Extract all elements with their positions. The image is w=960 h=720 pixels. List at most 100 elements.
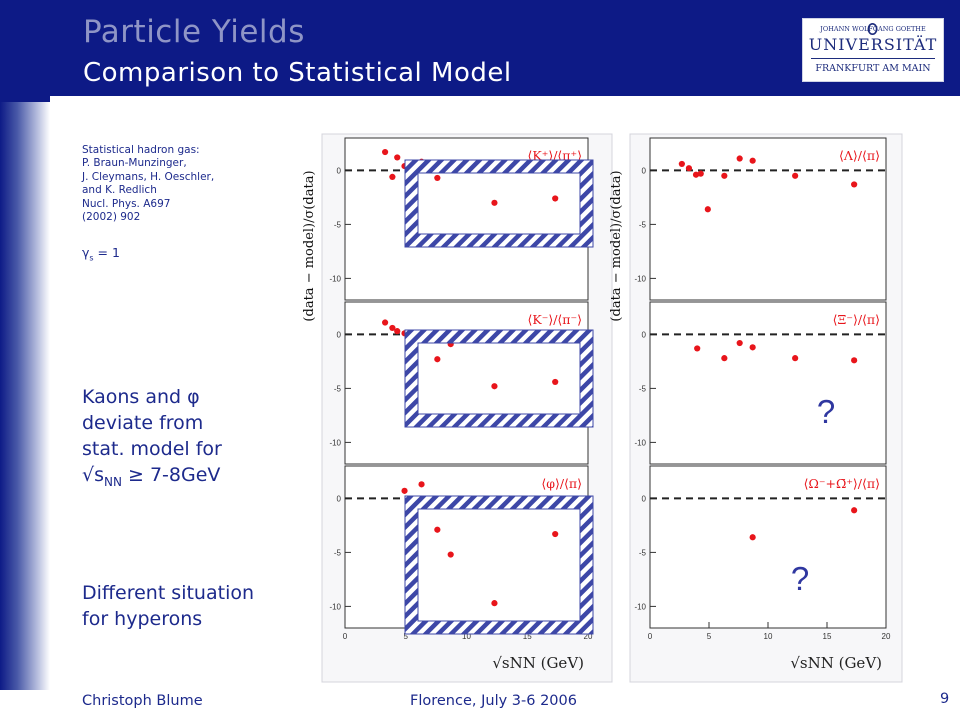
x-axis-label: √sNN (GeV) (790, 654, 882, 672)
hatched-highlight-frame (404, 329, 594, 428)
panel-frame (344, 301, 589, 465)
y-axis-label: (data − model)/σ(data) (609, 170, 624, 321)
x-axis-label: √sNN (GeV) (492, 654, 584, 672)
panel-ratio-label: ⟨Λ⟩/⟨π⟩ (839, 148, 880, 163)
logo-rule (811, 58, 935, 59)
y-tick-label: -10 (634, 602, 646, 611)
data-point (434, 174, 441, 182)
data-point (685, 165, 693, 172)
data-point (434, 526, 441, 533)
data-point (736, 339, 743, 347)
data-point (697, 170, 704, 177)
gamma-symbol: γ (82, 245, 90, 260)
panel-ratio-label: ⟨φ⟩/⟨π⟩ (541, 476, 582, 491)
x-tick-label: 15 (823, 632, 832, 641)
gamma-subscript: s (89, 253, 94, 263)
data-point (418, 481, 425, 488)
y-tick-label: -5 (639, 548, 647, 557)
y-tick-label: -5 (334, 220, 342, 229)
y-tick-label: 0 (642, 330, 647, 339)
data-point (721, 172, 728, 179)
y-tick-label: 0 (337, 166, 342, 175)
y-tick-label: 0 (642, 494, 647, 503)
x-tick-label: 5 (404, 632, 409, 641)
kaons-line: Kaons and φ (82, 386, 200, 408)
data-point (381, 319, 389, 326)
x-tick-label: 0 (343, 632, 348, 641)
kaons-line: stat. model for (82, 438, 222, 460)
reference-line: (2002) 902 (82, 211, 141, 224)
chart-column: 0 -5 -10 ⟨K⁺⟩/⟨π⁺⟩ 0 -5 -10 ⟨K⁻⟩/⟨π⁻⟩ 0 -5 -10 ⟨φ⟩/… (302, 133, 613, 683)
data-point (389, 173, 396, 180)
data-point (749, 534, 756, 541)
y-tick-label: 0 (642, 166, 647, 175)
y-tick-label: 0 (337, 494, 342, 503)
x-tick-label: 20 (584, 632, 593, 641)
panel-frame (649, 137, 887, 301)
data-point (792, 355, 799, 362)
question-mark-annotation: ? (817, 393, 835, 430)
gamma-s-note: γs = 1 (82, 245, 120, 263)
panel-frame (649, 465, 887, 629)
y-axis-label: (data − model)/σ(data) (302, 170, 317, 321)
panel-frame (649, 301, 887, 465)
data-point (678, 160, 685, 168)
data-point (792, 172, 799, 179)
data-point (381, 148, 389, 156)
data-point (401, 487, 408, 494)
x-tick-label: 15 (523, 632, 532, 641)
title-bar (0, 0, 960, 96)
reference-line: P. Braun-Munzinger, (82, 157, 187, 170)
panel-ratio-label: ⟨Ξ⁻⟩/⟨π⟩ (833, 312, 880, 327)
data-point (491, 383, 498, 390)
data-point (552, 378, 559, 386)
y-tick-label: -10 (634, 438, 646, 447)
logo-line-2: UNIVERSITÄT (808, 35, 938, 54)
data-point (851, 357, 858, 364)
data-point (749, 344, 756, 351)
y-tick-label: -10 (634, 274, 646, 283)
chart-column: 0 -5 -10 ⟨Λ⟩/⟨π⟩ 0 -5 -10 ⟨Ξ⁻⟩/⟨π⟩? 0 -5 -10 ⟨Ω⁻+Ω̄… (609, 133, 903, 683)
data-point (851, 507, 858, 514)
y-tick-label: -10 (329, 274, 341, 283)
gamma-value: = 1 (93, 245, 120, 260)
data-point (434, 356, 441, 363)
y-tick-label: -5 (639, 220, 647, 229)
data-point (389, 324, 396, 332)
sidebar-corner (0, 96, 50, 102)
sqrt-s-symbol: √s (82, 464, 105, 486)
hatched-highlight-frame (404, 159, 594, 248)
panel-ratio-label: ⟨Ω⁻+Ω̄⁺⟩/⟨π⟩ (804, 476, 880, 491)
slide-subtitle: Comparison to Statistical Model (83, 58, 512, 88)
page-number: 9 (940, 691, 950, 707)
data-point (692, 171, 700, 178)
y-tick-label: -10 (329, 602, 341, 611)
x-tick-label: 5 (707, 632, 712, 641)
sidebar-gradient (0, 96, 50, 690)
reference-line: J. Cleymans, H. Oeschler, (82, 170, 215, 183)
data-point (447, 551, 454, 558)
hatched-highlight-frame (404, 495, 594, 635)
reference-block: Statistical hadron gas: P. Braun-Munzing… (82, 144, 214, 224)
data-point (491, 199, 498, 206)
data-point (749, 157, 756, 164)
data-point (704, 206, 711, 213)
goethe-portrait-icon (867, 23, 878, 35)
x-tick-label: 0 (648, 632, 653, 641)
x-tick-label: 10 (764, 632, 773, 641)
university-logo: JOHANN WOLFGANG GOETHE UNIVERSITÄT FRANK… (802, 18, 944, 82)
kaons-line: deviate from (82, 412, 204, 434)
data-point (736, 155, 743, 162)
energy-threshold: ≥ 7-8GeV (121, 464, 221, 486)
panel-ratio-label: ⟨K⁻⟩/⟨π⁻⟩ (528, 312, 582, 327)
nn-subscript: NN (104, 474, 122, 489)
reference-line: Statistical hadron gas: (82, 144, 200, 156)
x-tick-label: 10 (462, 632, 471, 641)
data-point (394, 154, 401, 161)
hyperons-line: Different situation (82, 582, 255, 604)
y-tick-label: -5 (639, 384, 647, 393)
data-point (552, 530, 559, 538)
y-tick-label: 0 (337, 330, 342, 339)
hyperons-note: Different situation for hyperons (82, 580, 254, 632)
